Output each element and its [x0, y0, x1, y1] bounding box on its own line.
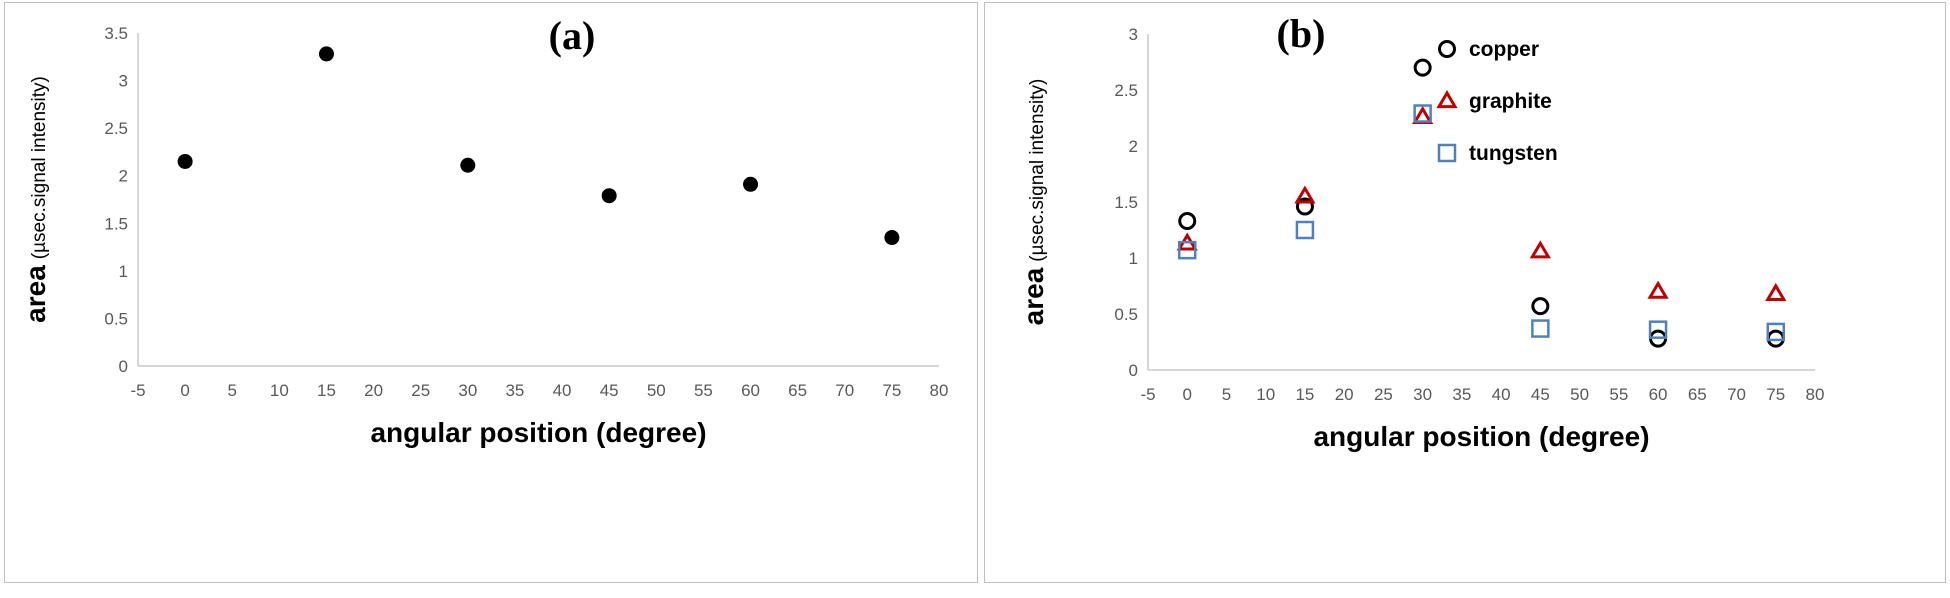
chart-b-x-tick-label: 30	[1413, 385, 1432, 404]
chart-a-x-axis-title: angular position (degree)	[370, 417, 706, 448]
chart-b-x-axis-title: angular position (degree)	[1313, 421, 1649, 452]
chart-b-graphite-point	[1765, 282, 1787, 301]
chart-b-graphite-point	[1294, 185, 1316, 204]
chart-a-x-tick-label: -5	[130, 381, 145, 400]
chart-a-y-axis-title: area (µsec.signal intensity)	[20, 76, 51, 323]
chart-b-x-tick-label: 75	[1766, 385, 1785, 404]
chart-b-tungsten-point	[1177, 240, 1197, 260]
chart-b-y-tick-label: 2.5	[1114, 81, 1138, 100]
chart-b-x-tick-label: 20	[1335, 385, 1354, 404]
chart-a-svg: 00.511.522.533.5-5 0 5 10 15 20 25 30 35 40 45 50 55…	[20, 13, 949, 448]
chart-a-y-tick-label: 1.5	[104, 214, 128, 233]
chart-b-x-tick-label: 65	[1688, 385, 1707, 404]
chart-b-y-tick-label: 1	[1129, 249, 1138, 268]
chart-b-y-tick-label: 1.5	[1114, 193, 1138, 212]
chart-b-tungsten-point	[1413, 104, 1432, 123]
chart-a-x-tick-label: 5	[228, 381, 237, 400]
chart-b-y-axis-title-sub: (µsec.signal intensity)	[1027, 79, 1048, 262]
chart-a-x-tick-label: 15	[317, 381, 336, 400]
chart-b-x-tick-label: 15	[1295, 385, 1314, 404]
chart-b-legend-graphite-label: graphite	[1469, 90, 1552, 113]
chart-b-y-tick-label: 0	[1129, 361, 1138, 380]
chart-a-x-tick-label: 55	[694, 381, 713, 400]
chart-a-x-tick-label: 0	[180, 381, 189, 400]
chart-b-tungsten-point	[1766, 322, 1786, 342]
chart-b-copper-point	[1531, 297, 1550, 316]
chart-b-x-tick-label: 45	[1531, 385, 1550, 404]
chart-a-x-tick-label: 20	[364, 381, 383, 400]
chart-b-x-tick-label: 50	[1570, 385, 1589, 404]
chart-b-copper-point	[1295, 197, 1314, 216]
chart-b-legend-tungsten-label: tungsten	[1469, 142, 1558, 165]
chart-b-x-tick-label: 0	[1183, 385, 1192, 404]
chart-b-x-tick-label: 40	[1492, 385, 1511, 404]
chart-b-x-tick-label: 70	[1727, 385, 1746, 404]
chart-a-title: (a)	[549, 13, 596, 58]
chart-b-x-tick-label: 35	[1452, 385, 1471, 404]
chart-a-y-tick-label: 3.5	[104, 24, 128, 43]
chart-a-y-tick-label: 2	[119, 167, 128, 186]
chart-a-series-point	[884, 230, 900, 246]
chart-b-y-axis-title-main: area	[1018, 267, 1049, 325]
chart-a-y-tick-label: 1	[119, 262, 128, 281]
chart-b-tungsten-point	[1531, 319, 1550, 338]
chart-a-x-tick-label: 65	[788, 381, 807, 400]
chart-a-series-point	[743, 176, 759, 192]
chart-a-x-tick-label: 50	[647, 381, 666, 400]
chart-a-x-tick-label: 70	[835, 381, 854, 400]
chart-b-legend-tungsten-marker	[1437, 143, 1457, 163]
chart-a-x-tick-label: 75	[882, 381, 901, 400]
chart-a-series-point	[177, 153, 193, 169]
chart-b-x-tick-label: 25	[1374, 385, 1393, 404]
chart-a-y-tick-label: 2.5	[104, 119, 128, 138]
chart-a-x-tick-label: 60	[741, 381, 760, 400]
chart-a-y-axis-title-main: area	[20, 265, 51, 323]
chart-a-y-axis-title-sub: (µsec.signal intensity)	[29, 76, 50, 259]
chart-panel-a: 0 0.5 1 1.5 2 2.5 3 3.5 -5 0 5 10 15 20 25 30 35 40 45 50 55…	[4, 2, 978, 583]
chart-b-copper-point	[1766, 329, 1785, 348]
chart-b-y-tick-label: 0.5	[1114, 305, 1138, 324]
chart-b-graphite-point	[1529, 240, 1551, 259]
chart-a-x-tick-label: 80	[930, 381, 949, 400]
chart-b-legend-graphite-marker	[1436, 90, 1458, 109]
chart-b-y-axis-title: area (µsec.signal intensity)	[1018, 79, 1049, 326]
chart-a-x-tick-label: 40	[553, 381, 572, 400]
chart-b-x-tick-label: 10	[1256, 385, 1275, 404]
chart-b-x-tick-label: -5	[1140, 385, 1155, 404]
chart-b-y-tick-label: 3	[1129, 25, 1138, 44]
chart-b-x-tick-label: 60	[1649, 385, 1668, 404]
chart-b-tungsten-point	[1648, 320, 1668, 339]
chart-a-y-tick-label: 0.5	[104, 309, 128, 328]
chart-a-series-point	[460, 157, 476, 173]
chart-a-series-point	[318, 46, 334, 62]
chart-b-svg: 00.511.522.53-5 0 5 10 15 20 25 30 35 40 45 50 55 60 6…	[1018, 11, 1825, 452]
chart-panel-b: 0 0.5 1 1.5 2 2.5 3 -5 0 5 10 15 20 25 30 35 40 45 50 55 60 6…	[984, 2, 1946, 583]
chart-b-y-tick-label: 2	[1129, 137, 1138, 156]
chart-b-copper-point	[1413, 58, 1432, 77]
chart-a-y-tick-label: 0	[119, 357, 128, 376]
chart-a-x-tick-label: 10	[270, 381, 289, 400]
chart-b-legend-copper-label: copper	[1469, 38, 1539, 61]
chart-a-x-tick-label: 30	[458, 381, 477, 400]
chart-a-x-tick-label: 35	[505, 381, 524, 400]
chart-a-y-tick-label: 3	[119, 72, 128, 91]
chart-b-x-tick-label: 5	[1222, 385, 1231, 404]
chart-a-x-tick-label: 45	[600, 381, 619, 400]
chart-b-legend-copper-marker	[1438, 40, 1456, 58]
chart-b-title: (b)	[1277, 11, 1326, 56]
chart-b-x-tick-label: 55	[1609, 385, 1628, 404]
chart-a-series-point	[601, 188, 617, 204]
chart-b-tungsten-point	[1295, 220, 1315, 240]
chart-b-graphite-point	[1647, 280, 1669, 299]
chart-a-x-tick-label: 25	[411, 381, 430, 400]
chart-b-copper-point	[1178, 212, 1197, 231]
chart-b-x-tick-label: 80	[1806, 385, 1825, 404]
